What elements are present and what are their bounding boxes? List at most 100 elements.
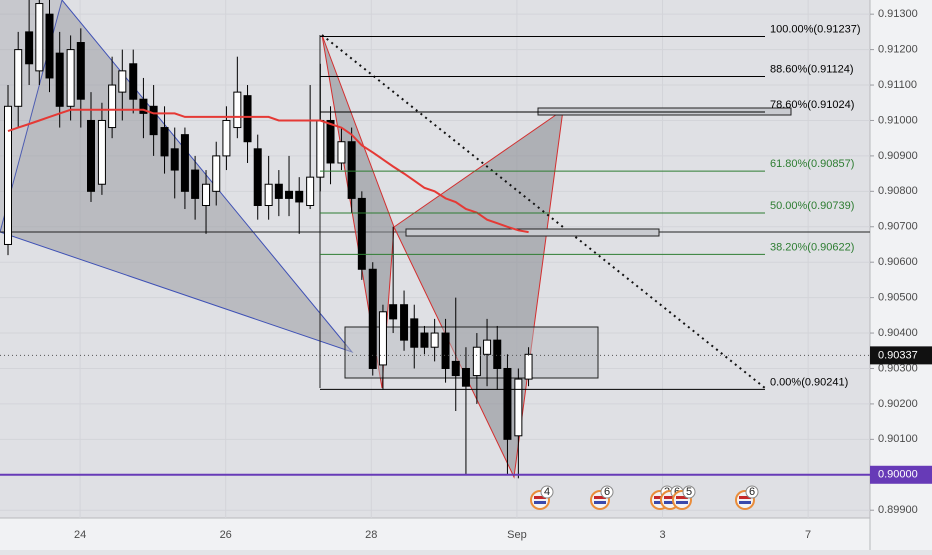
candle-body [25, 31, 34, 65]
event-count-badge [682, 485, 696, 499]
fib-label: 0.00%(0.90241) [770, 376, 848, 388]
event-count: 6 [749, 486, 755, 498]
event-flag-stripe [739, 496, 751, 499]
candle-body [4, 105, 13, 245]
candle-body [170, 148, 179, 171]
y-tick-label: 0.90900 [878, 150, 918, 162]
candle-body [212, 155, 221, 192]
candle-body [264, 183, 273, 206]
y-tick-label: 0.90300 [878, 362, 918, 374]
time-axis-background [0, 518, 870, 550]
candle-body [160, 127, 169, 157]
event-icon: 5 [672, 485, 696, 510]
candle-body [430, 332, 439, 348]
event-count-badge [540, 485, 554, 499]
candle-body [139, 98, 148, 114]
candle-body [326, 119, 335, 164]
event-flag-stripe [534, 501, 546, 504]
candle-body [357, 197, 366, 270]
candle-body [87, 119, 96, 192]
candle-body [441, 332, 450, 369]
event-count: 4 [544, 486, 550, 498]
event-flag-stripe [664, 501, 676, 504]
moving-average [7, 108, 529, 234]
y-tick-label: 0.91300 [878, 8, 918, 20]
x-tick-label: 24 [74, 529, 86, 541]
candle-body [14, 49, 23, 107]
candle-body [337, 141, 346, 164]
candle-body [45, 13, 54, 79]
y-tick-label: 0.91000 [878, 114, 918, 126]
candle-body [222, 119, 231, 157]
support-label: 0.90000 [878, 469, 918, 481]
candle-body [285, 190, 294, 199]
candle-body [118, 70, 127, 93]
price-tag [870, 465, 932, 484]
candle-body [180, 134, 189, 192]
candle-body [129, 63, 138, 100]
y-tick-label: 0.90700 [878, 221, 918, 233]
candle-body [35, 3, 44, 72]
y-tick-label: 0.91100 [878, 79, 917, 91]
event-flag-stripe [654, 501, 666, 504]
y-tick-label: 0.90600 [878, 256, 918, 268]
event-flag-stripe [676, 501, 688, 504]
x-tick-label: 26 [220, 529, 232, 541]
event-icon: 4 [530, 485, 554, 510]
candle-body [347, 141, 356, 199]
zone-box [344, 326, 599, 379]
candle-body [483, 339, 492, 355]
y-tick-label: 0.90400 [878, 327, 918, 339]
x-tick-label: 3 [659, 529, 665, 541]
y-tick-label: 0.90100 [878, 433, 918, 445]
candle-body [410, 318, 419, 348]
candle-body [108, 84, 117, 129]
candle-body [191, 169, 200, 199]
fib-label: 78.60%(0.91024) [770, 99, 854, 111]
candle-body [97, 119, 106, 185]
zone-box [405, 228, 660, 237]
candle-body [461, 367, 470, 387]
price-tag [870, 346, 932, 365]
x-tick-label: 28 [365, 529, 377, 541]
y-tick-label: 0.90500 [878, 292, 918, 304]
candle-body [400, 304, 409, 341]
current-price-label: 0.90337 [878, 349, 918, 361]
pattern-triangle [0, 0, 354, 354]
candle-body [503, 367, 512, 440]
x-tick-label: 7 [805, 529, 811, 541]
candle-body [316, 119, 325, 178]
fib-label: 88.60%(0.91124) [770, 63, 854, 75]
fib-label: 100.00%(0.91237) [770, 23, 861, 35]
candle-body [274, 183, 283, 199]
candle-body [149, 105, 158, 136]
event-count-badge [600, 485, 614, 499]
candle-body [514, 378, 523, 437]
event-count: 5 [686, 486, 692, 498]
event-count: 6 [604, 486, 610, 498]
event-flag-stripe [594, 496, 606, 499]
candle-body [66, 49, 75, 107]
candle-body [472, 346, 481, 377]
candle-body [420, 332, 429, 348]
event-flag-stripe [654, 496, 666, 499]
fib-trend-line [321, 34, 766, 389]
candle-body [378, 311, 387, 366]
event-flag-stripe [534, 496, 546, 499]
y-tick-label: 0.91200 [878, 44, 918, 56]
y-tick-label: 0.89900 [878, 504, 918, 516]
candle-body [493, 339, 502, 369]
y-tick-label: 0.90200 [878, 398, 918, 410]
fib-label: 38.20%(0.90622) [770, 241, 854, 253]
candle-body [253, 148, 262, 206]
fib-label: 61.80%(0.90857) [770, 158, 854, 170]
event-count-badge [745, 485, 759, 499]
event-flag-stripe [739, 501, 751, 504]
candle-body [368, 268, 377, 369]
candle-body [243, 95, 252, 143]
candle-body [233, 91, 242, 129]
event-flag-stripe [594, 501, 606, 504]
event-flag-stripe [676, 496, 688, 499]
candle-body [451, 360, 460, 377]
